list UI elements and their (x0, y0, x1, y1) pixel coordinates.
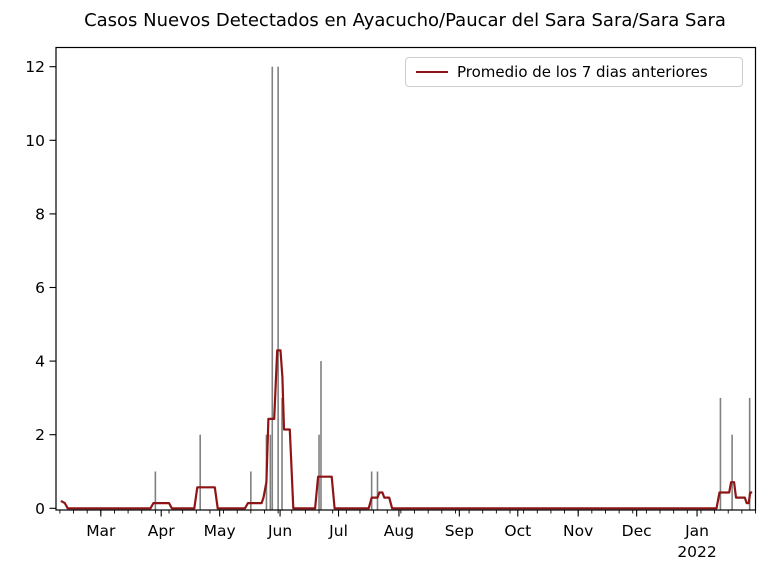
y-axis-ticks: 0 2 4 6 8 10 12 (25, 58, 56, 518)
daily-cases-bar (277, 66, 279, 510)
y-tick-label: 6 (35, 279, 45, 297)
legend-label: Promedio de los 7 dias anteriores (457, 63, 708, 81)
legend-line-swatch-icon (416, 71, 448, 73)
daily-cases-bar (731, 434, 733, 510)
daily-cases-bar (154, 471, 157, 510)
y-tick-label: 8 (35, 205, 45, 223)
legend: Promedio de los 7 dias anteriores (405, 57, 743, 87)
y-tick-label: 12 (25, 58, 45, 76)
daily-cases-bar (271, 66, 274, 510)
x-tick-month-label: May (204, 522, 236, 540)
daily-cases-bar (281, 397, 283, 510)
x-tick-month-label: Apr (148, 522, 175, 540)
x-tick-month-label: Mar (86, 522, 116, 540)
x-tick-month-label: Nov (563, 522, 593, 540)
daily-cases-bar (370, 471, 373, 510)
y-tick-label: 4 (35, 353, 45, 371)
y-tick-label: 0 (35, 500, 45, 518)
daily-cases-bars (154, 66, 751, 510)
daily-cases-bar (250, 471, 252, 510)
x-tick-month-label: Sep (445, 522, 474, 540)
average-line (60, 349, 753, 510)
x-tick-month-label: Jun (267, 522, 292, 540)
daily-cases-bar (748, 397, 751, 510)
daily-cases-bar (269, 434, 272, 510)
daily-cases-bar (199, 434, 201, 510)
x-tick-year-label: 2022 (677, 543, 716, 561)
plot-frame (55, 46, 757, 511)
x-tick-month-label: Aug (384, 522, 414, 540)
daily-cases-bar (719, 397, 722, 510)
daily-cases-bar (376, 471, 379, 510)
chart-title: Casos Nuevos Detectados en Ayacucho/Pauc… (84, 10, 726, 31)
x-tick-month-label: Jan (684, 522, 709, 540)
daily-cases-bar (320, 361, 322, 510)
daily-cases-bar (318, 434, 320, 510)
x-tick-month-label: Dec (622, 522, 652, 540)
y-tick-label: 10 (25, 132, 45, 150)
x-tick-month-label: Oct (504, 522, 531, 540)
x-tick-month-label: Jul (328, 522, 348, 540)
x-axis-ticks: Mar Apr May Jun Jul Aug Sep Oct Nov Dec Jan 2022 (86, 510, 717, 561)
y-tick-label: 2 (35, 426, 45, 444)
